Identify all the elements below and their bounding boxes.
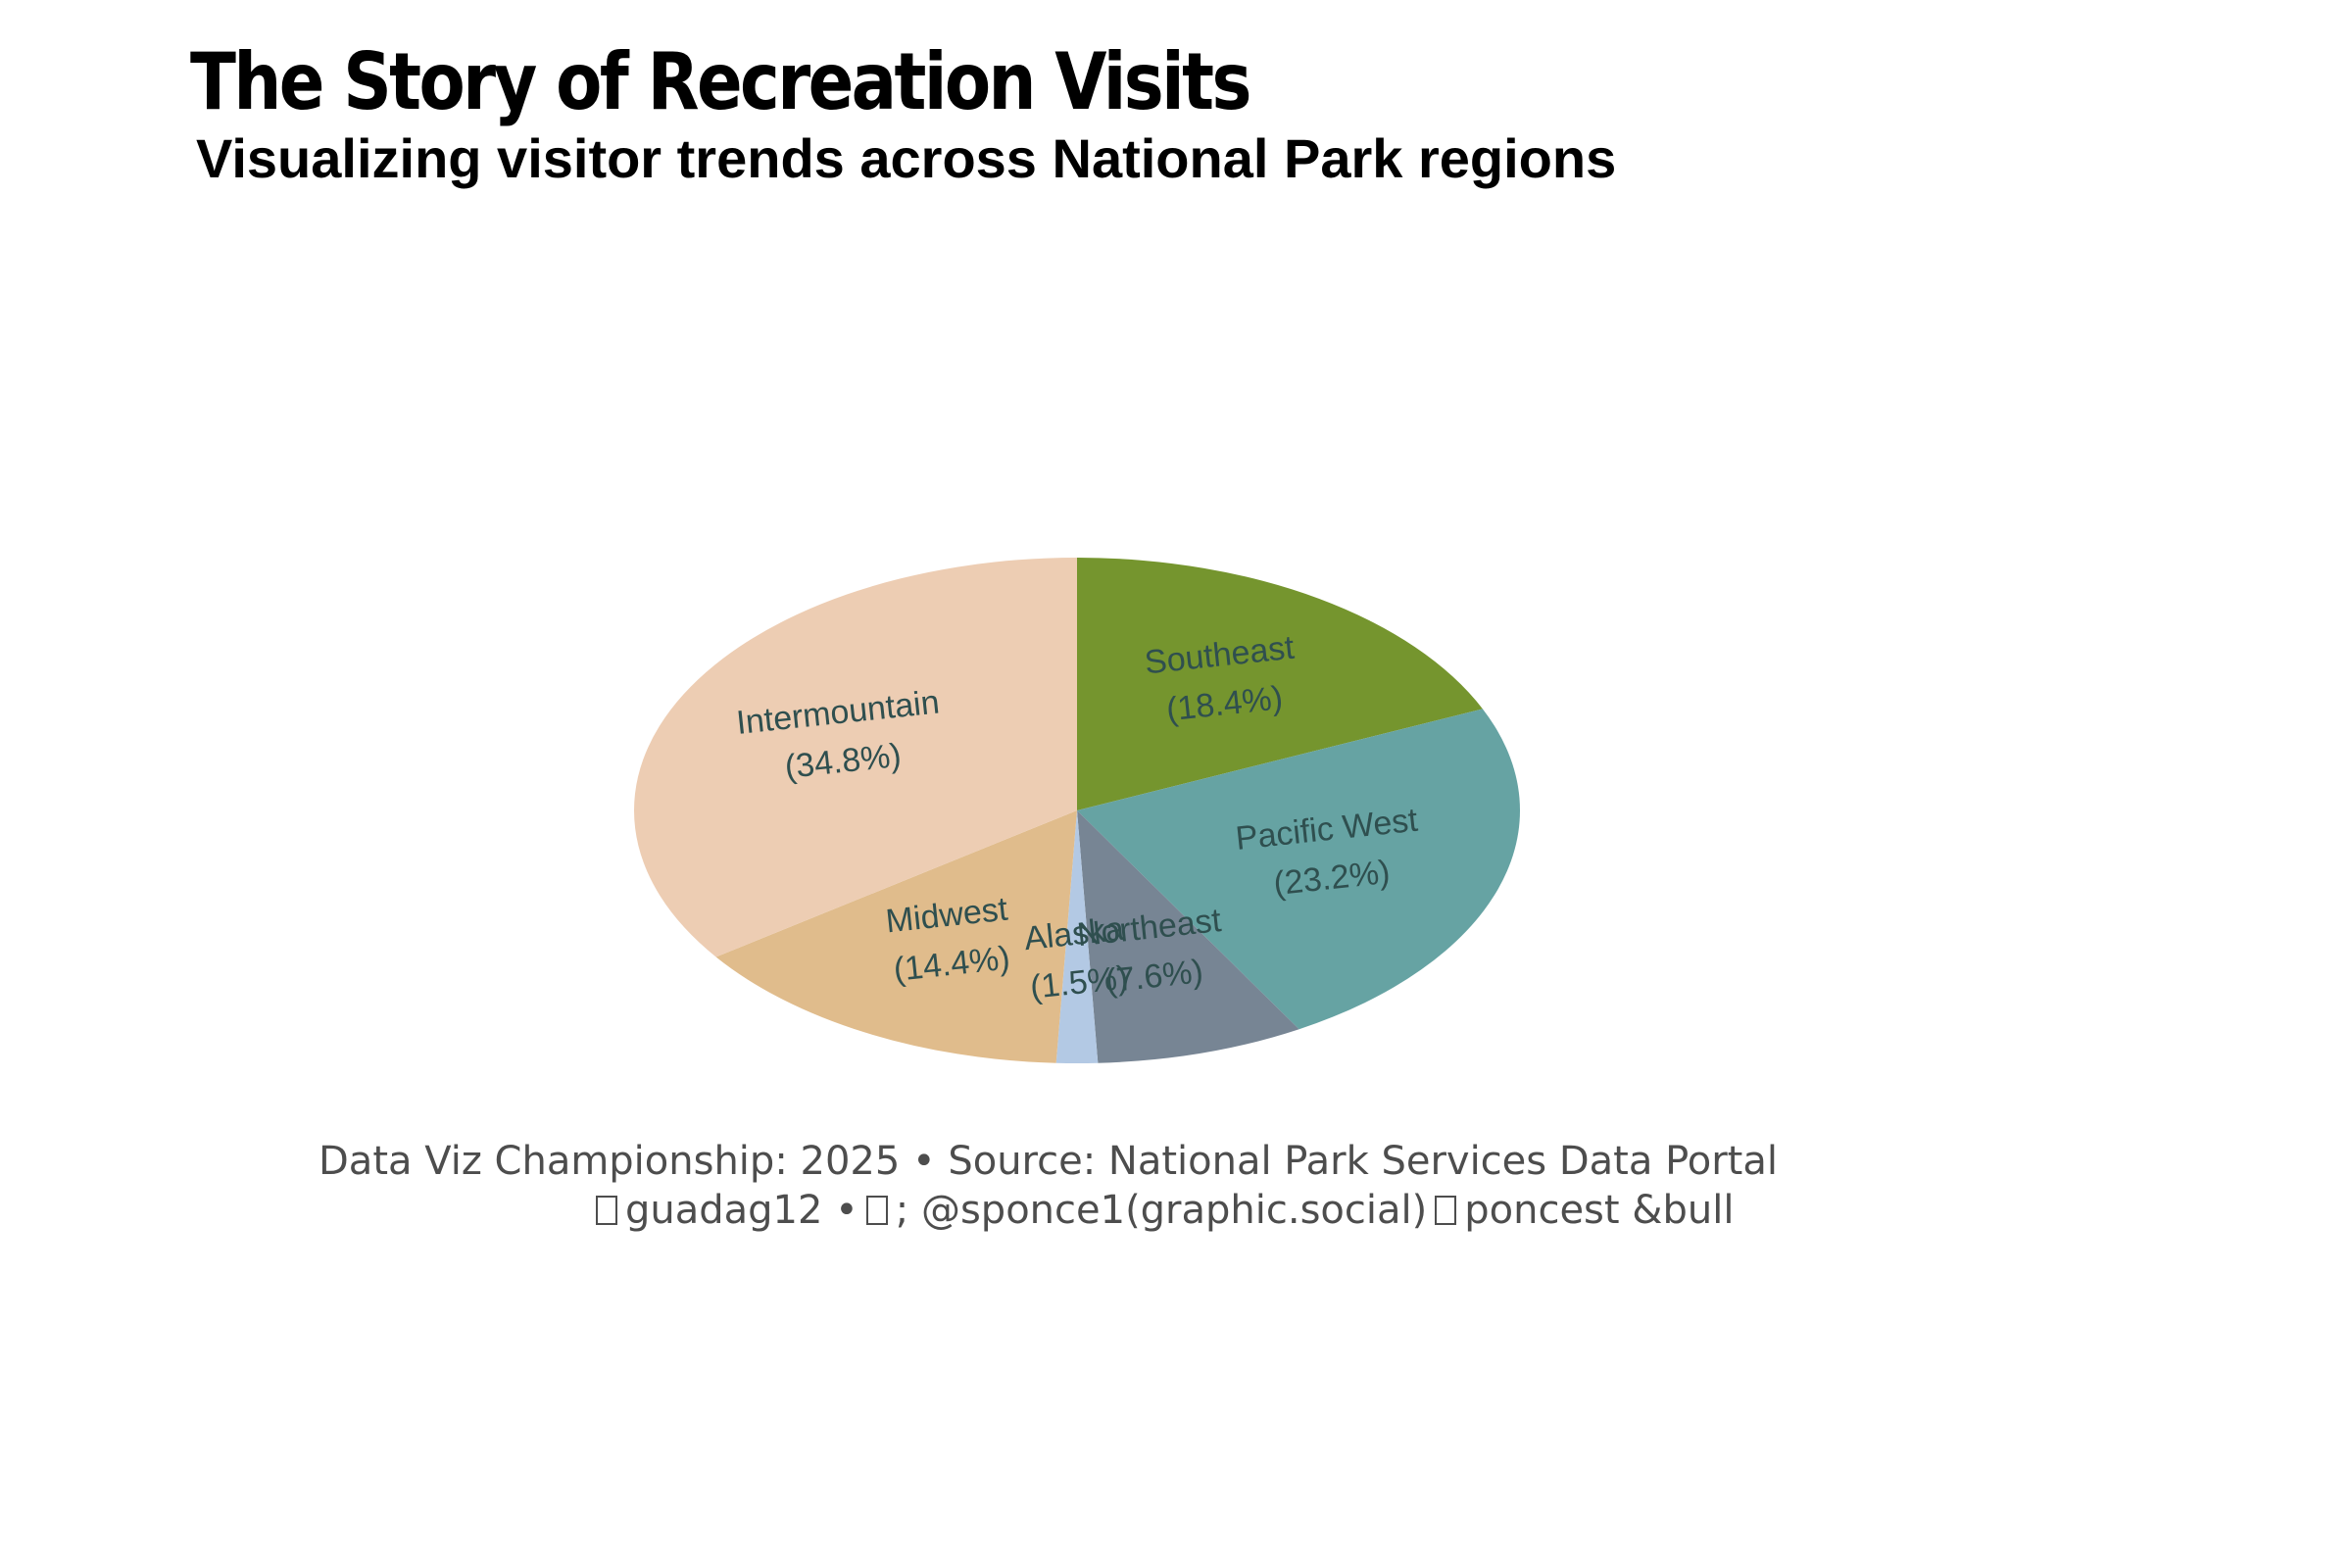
chart-subtitle: Visualizing visitor trends across Nation… xyxy=(196,127,1617,189)
pie-slice-northeast xyxy=(1077,810,1299,1063)
caption-handle-1: guadag12 • xyxy=(625,1188,858,1233)
missing-glyph-icon xyxy=(596,1196,617,1225)
chart-title: The Story of Recreation Visits xyxy=(190,36,1251,127)
caption-handle-2: ; @sponce1(graphic.social) xyxy=(895,1188,1428,1233)
pie-slice-intermountain xyxy=(634,558,1077,957)
missing-glyph-icon xyxy=(1435,1196,1457,1225)
pie-slice-alaska xyxy=(1055,810,1099,1063)
pie-slice-pacific-west xyxy=(1077,709,1520,1030)
missing-glyph-icon xyxy=(865,1196,888,1225)
pie-slice-midwest xyxy=(715,810,1077,1063)
pie-slice-southeast xyxy=(1077,558,1483,810)
caption-line-2: guadag12 • ; @sponce1(graphic.social) ponc… xyxy=(0,1186,2352,1235)
caption-handle-3: poncest &bull xyxy=(1464,1188,1735,1233)
caption-line-1: Data Viz Championship: 2025 • Source: Na… xyxy=(318,1139,1778,1184)
pie-slices xyxy=(634,558,1520,1063)
